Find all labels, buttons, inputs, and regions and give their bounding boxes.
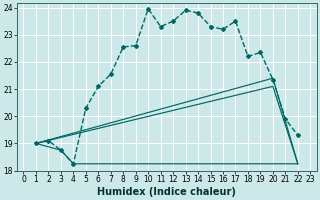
X-axis label: Humidex (Indice chaleur): Humidex (Indice chaleur) bbox=[98, 187, 236, 197]
